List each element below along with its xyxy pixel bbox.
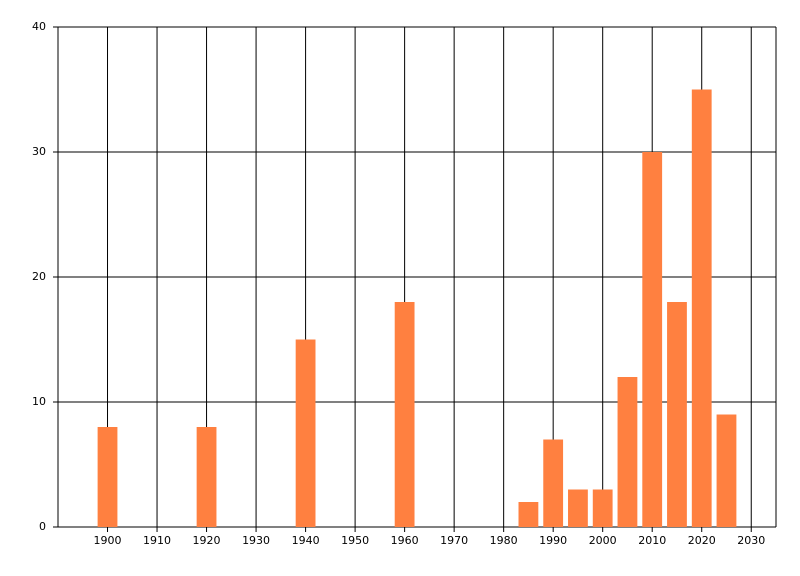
x-tick-label: 2030 — [737, 534, 765, 547]
x-tick-label: 1930 — [242, 534, 270, 547]
x-tick-label: 1940 — [292, 534, 320, 547]
bar — [716, 414, 737, 527]
x-tick-label: 1990 — [539, 534, 567, 547]
bar — [642, 152, 663, 527]
y-tick-label: 0 — [39, 520, 46, 533]
x-tick-label: 2010 — [638, 534, 666, 547]
bar — [568, 489, 588, 527]
bar — [543, 439, 564, 527]
bar — [196, 427, 217, 527]
bar — [394, 302, 415, 527]
x-tick-label: 2020 — [688, 534, 716, 547]
x-tick-label: 1950 — [341, 534, 369, 547]
x-tick-label: 1900 — [94, 534, 122, 547]
x-tick-label: 1920 — [193, 534, 221, 547]
y-tick-label: 40 — [32, 20, 46, 33]
bar — [97, 427, 118, 527]
x-tick-label: 1960 — [391, 534, 419, 547]
bar — [667, 302, 687, 527]
bar — [518, 502, 539, 527]
x-tick-label: 1980 — [490, 534, 518, 547]
bar — [295, 339, 316, 527]
x-tick-label: 1970 — [440, 534, 468, 547]
y-tick-label: 10 — [32, 395, 46, 408]
y-tick-label: 30 — [32, 145, 46, 158]
y-tick-label: 20 — [32, 270, 46, 283]
bar — [691, 89, 712, 527]
bar — [592, 489, 613, 527]
x-tick-label: 1910 — [143, 534, 171, 547]
x-tick-label: 2000 — [589, 534, 617, 547]
bar — [617, 377, 638, 527]
